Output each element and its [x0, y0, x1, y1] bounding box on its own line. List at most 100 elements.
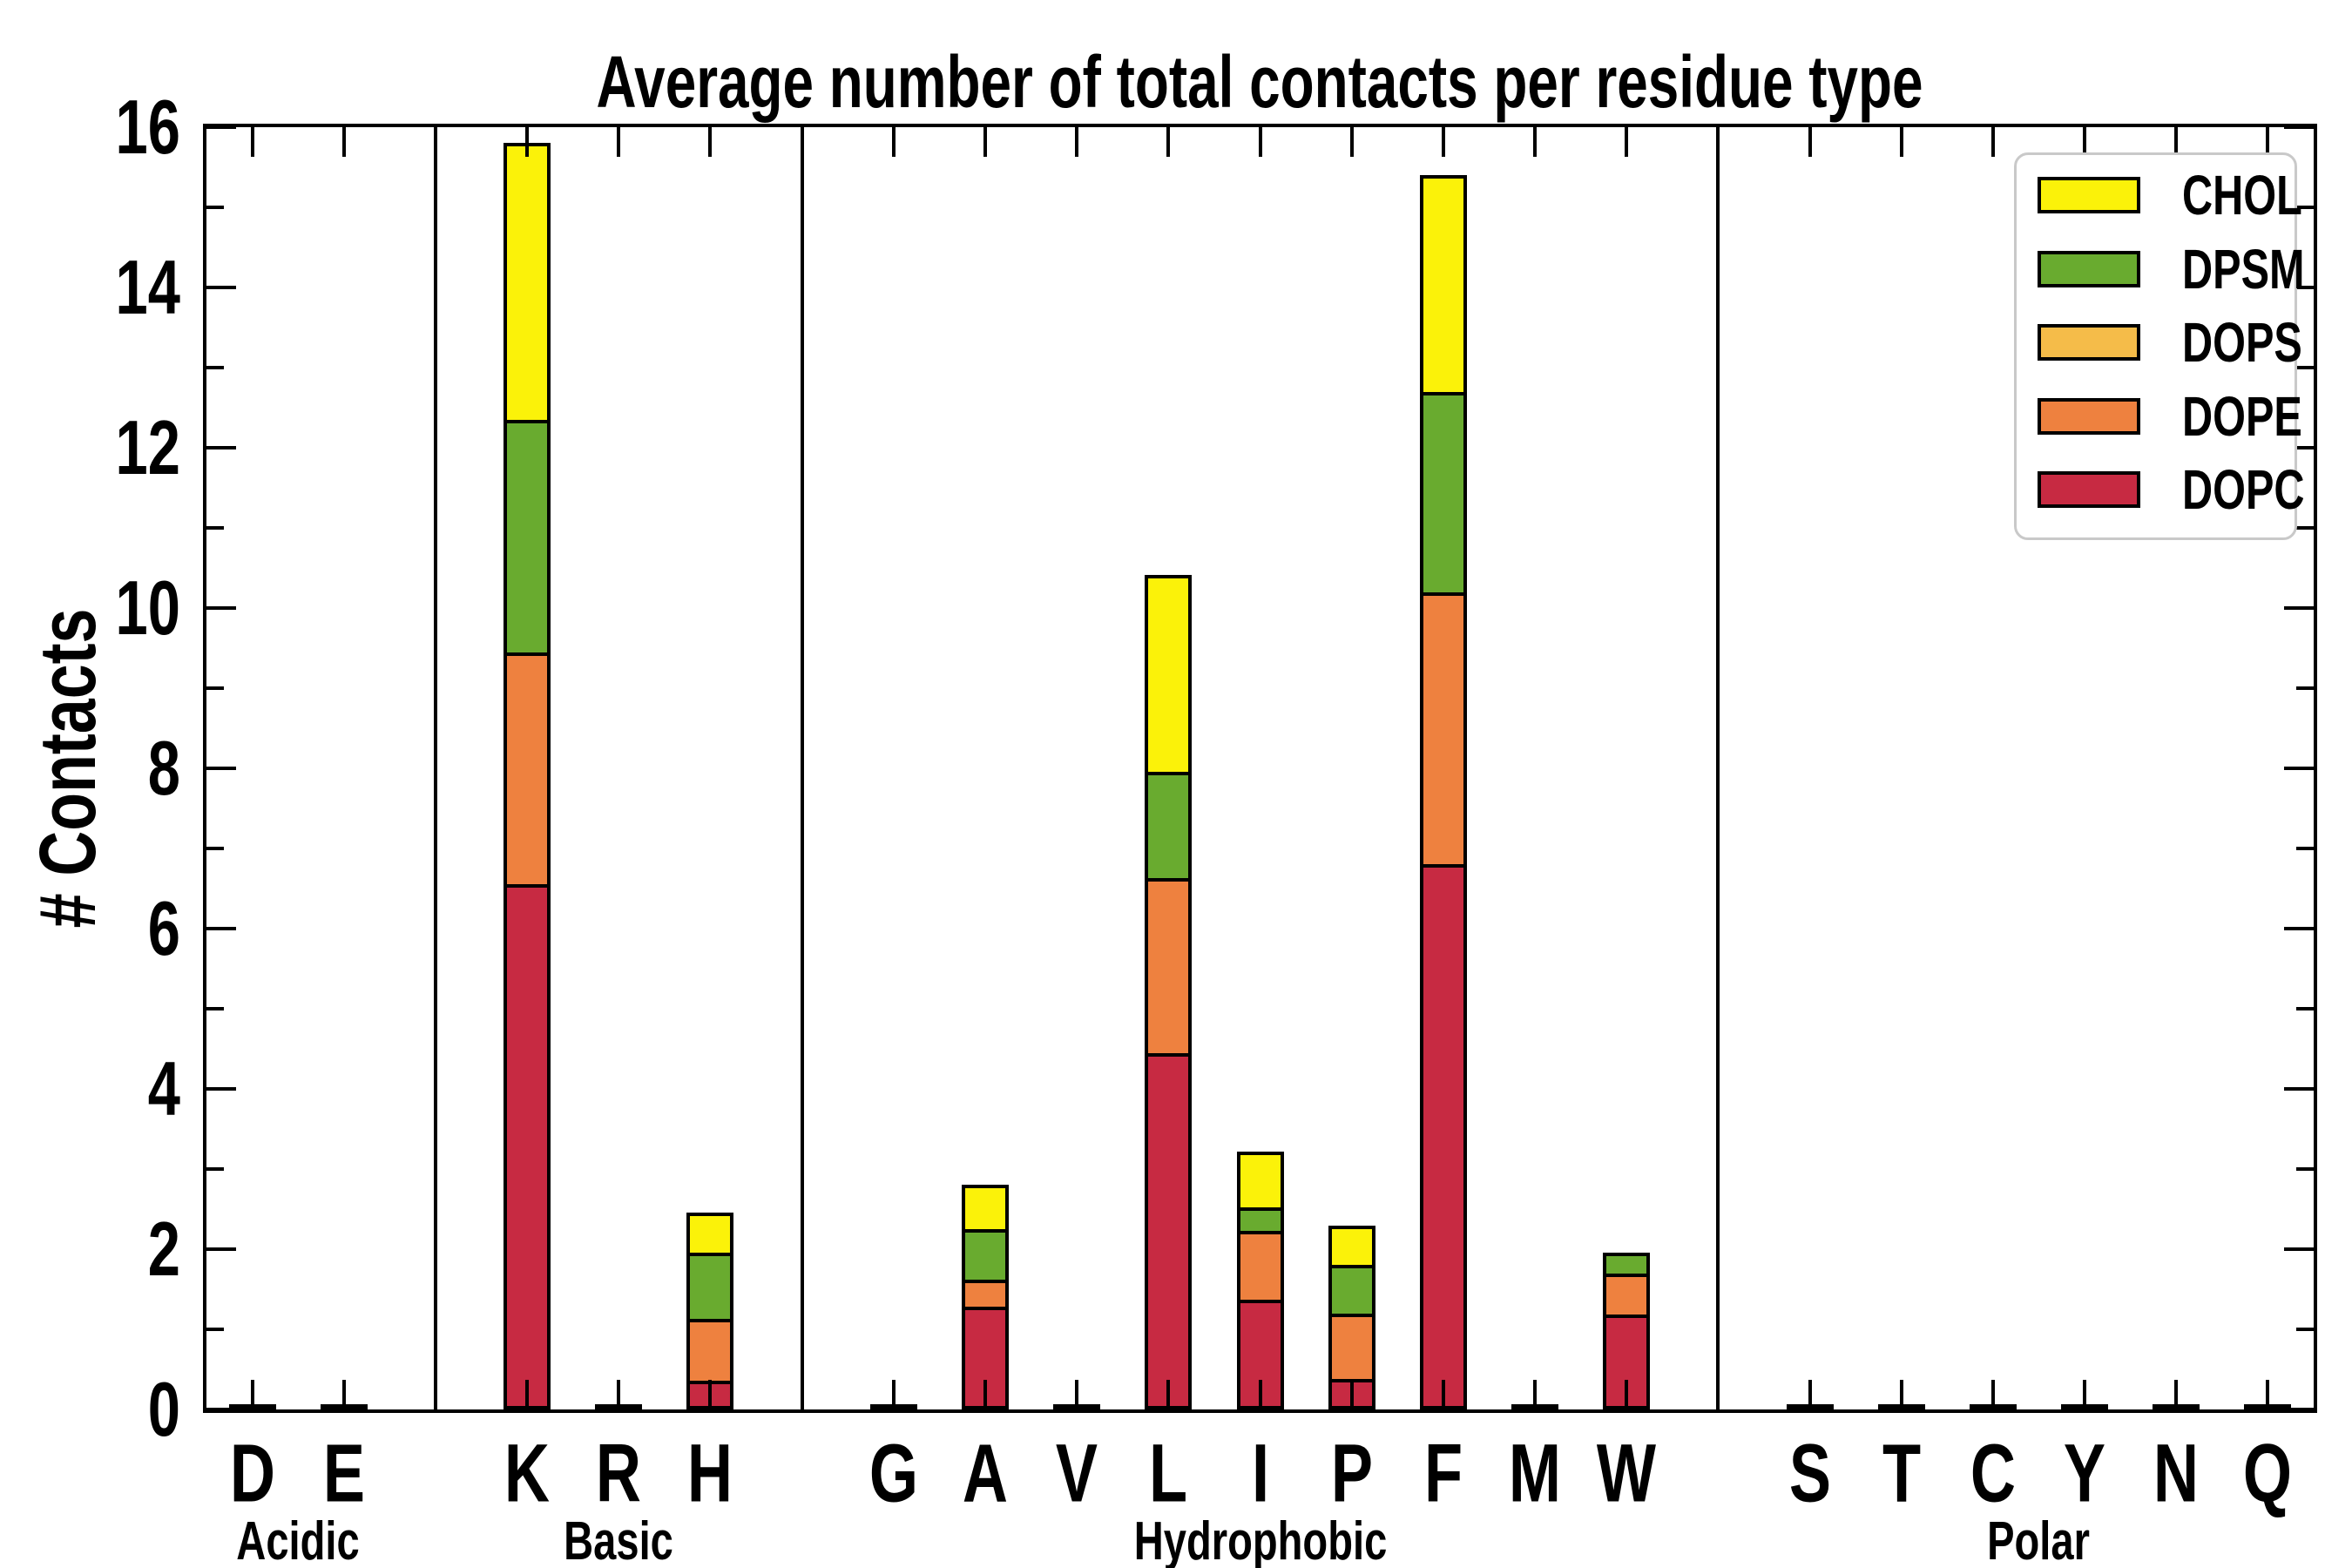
x-tick-top-H [708, 127, 713, 157]
residue-label-E: E [316, 1427, 371, 1520]
residue-label-R: R [589, 1427, 649, 1520]
bar-segment-K-CHOL [504, 143, 551, 423]
y-minor-tick-right-15 [2296, 206, 2314, 209]
y-tick-label-16-text: 16 [115, 84, 180, 170]
x-tick-top-G [891, 127, 896, 157]
bar-segment-I-DOPE [1236, 1230, 1284, 1303]
x-tick-top-L [1166, 127, 1171, 157]
x-tick-top-E [341, 127, 346, 157]
legend-swatch-DPSM [2038, 250, 2140, 287]
x-tick-top-C [1990, 127, 1995, 157]
bar-segment-A-DOPE [961, 1279, 1009, 1311]
y-minor-tick-right-9 [2296, 686, 2314, 690]
y-tick-left-8 [206, 767, 236, 770]
x-tick-top-Y [2083, 127, 2087, 157]
bar-segment-K-DOPC [504, 884, 551, 1409]
residue-label-A-text: A [962, 1427, 1009, 1520]
x-tick-top-R [617, 127, 621, 157]
y-tick-left-4 [206, 1087, 236, 1091]
group-separator-0 [433, 127, 437, 1409]
group-separator-2 [1716, 127, 1720, 1409]
bar-segment-W-DPSM [1603, 1252, 1651, 1277]
y-tick-label-12: 12 [95, 409, 180, 486]
y-tick-left-2 [206, 1247, 236, 1251]
residue-label-F-text: F [1423, 1427, 1463, 1520]
x-tick-top-W [1625, 127, 1629, 157]
residue-label-Q: Q [2235, 1432, 2300, 1516]
residue-label-N: N [2146, 1432, 2207, 1516]
chart-title-text: Average number of total contacts per res… [596, 41, 1923, 123]
residue-label-R-text: R [596, 1427, 642, 1520]
bar-segment-H-CHOL [686, 1212, 734, 1256]
residue-label-K: K [497, 1432, 558, 1516]
y-tick-left-14 [206, 286, 236, 289]
legend-label-DOPE-text: DOPE [2182, 384, 2302, 448]
residue-label-V-text: V [1056, 1427, 1098, 1520]
y-tick-label-6: 6 [138, 890, 180, 967]
residue-label-S-text: S [1788, 1427, 1831, 1520]
bar-segment-F-DOPC [1419, 864, 1467, 1409]
y-tick-left-6 [206, 927, 236, 930]
y-minor-tick-left-15 [206, 206, 224, 209]
residue-label-T: T [1876, 1432, 1927, 1516]
x-tick-bottom-I [1258, 1380, 1262, 1409]
x-tick-bottom-V [1075, 1380, 1079, 1409]
x-tick-top-S [1808, 127, 1812, 157]
legend-label-DOPS-text: DOPS [2182, 311, 2302, 374]
x-tick-bottom-K [525, 1380, 530, 1409]
legend-label-DPSM: DPSM [2182, 241, 2343, 297]
legend-label-DOPC: DOPC [2182, 462, 2343, 517]
y-tick-label-8: 8 [138, 730, 180, 807]
group-label-Hydrophobic: Hydrophobic [1093, 1515, 1426, 1568]
group-label-Basic: Basic [547, 1515, 691, 1568]
x-tick-bottom-P [1349, 1380, 1354, 1409]
bar-segment-L-DOPC [1145, 1052, 1193, 1409]
legend-label-CHOL-text: CHOL [2182, 164, 2302, 226]
y-tick-right-6 [2284, 927, 2314, 930]
x-tick-bottom-L [1166, 1380, 1171, 1409]
y-minor-tick-left-7 [206, 847, 224, 850]
y-minor-tick-left-11 [206, 526, 224, 530]
x-tick-top-F [1441, 127, 1445, 157]
y-minor-tick-left-13 [206, 366, 224, 369]
plot-area [203, 124, 2317, 1413]
bar-segment-A-CHOL [961, 1185, 1009, 1233]
y-tick-right-8 [2284, 767, 2314, 770]
residue-label-H: H [680, 1427, 740, 1520]
residue-label-G: G [862, 1432, 926, 1516]
bar-segment-K-DPSM [504, 419, 551, 656]
x-tick-bottom-E [341, 1380, 346, 1409]
residue-label-L: L [1143, 1432, 1193, 1516]
bar-segment-H-DPSM [686, 1252, 734, 1323]
y-tick-label-16: 16 [95, 89, 180, 166]
residue-label-W: W [1587, 1432, 1666, 1516]
x-tick-top-D [250, 127, 254, 157]
legend-swatch-DOPE [2038, 397, 2140, 435]
chart-title: Average number of total contacts per res… [387, 45, 2132, 118]
legend-label-DPSM-text: DPSM [2182, 237, 2305, 301]
group-label-Polar: Polar [1971, 1515, 2106, 1568]
x-tick-bottom-W [1625, 1380, 1629, 1409]
y-tick-right-14 [2284, 286, 2314, 289]
y-tick-label-0-text: 0 [147, 1366, 180, 1452]
residue-label-F: F [1418, 1427, 1469, 1520]
residue-label-D-text: D [229, 1427, 275, 1520]
x-tick-bottom-D [250, 1380, 254, 1409]
residue-label-M-text: M [1508, 1427, 1562, 1520]
x-tick-top-K [525, 127, 530, 157]
y-tick-label-14-text: 14 [115, 244, 180, 330]
x-tick-bottom-Q [2266, 1380, 2270, 1409]
y-tick-label-10-text: 10 [115, 564, 180, 651]
x-tick-top-P [1349, 127, 1354, 157]
residue-label-H-text: H [687, 1427, 733, 1520]
x-tick-bottom-S [1808, 1380, 1812, 1409]
residue-label-E-text: E [322, 1427, 365, 1520]
y-tick-left-10 [206, 606, 236, 610]
residue-label-S: S [1782, 1427, 1837, 1520]
bar-segment-P-CHOL [1328, 1226, 1375, 1269]
y-tick-label-4: 4 [138, 1051, 180, 1127]
residue-label-P-text: P [1330, 1427, 1373, 1520]
y-tick-right-0 [2284, 1408, 2314, 1411]
legend-swatch-CHOL [2038, 177, 2140, 213]
x-tick-bottom-Y [2083, 1380, 2087, 1409]
